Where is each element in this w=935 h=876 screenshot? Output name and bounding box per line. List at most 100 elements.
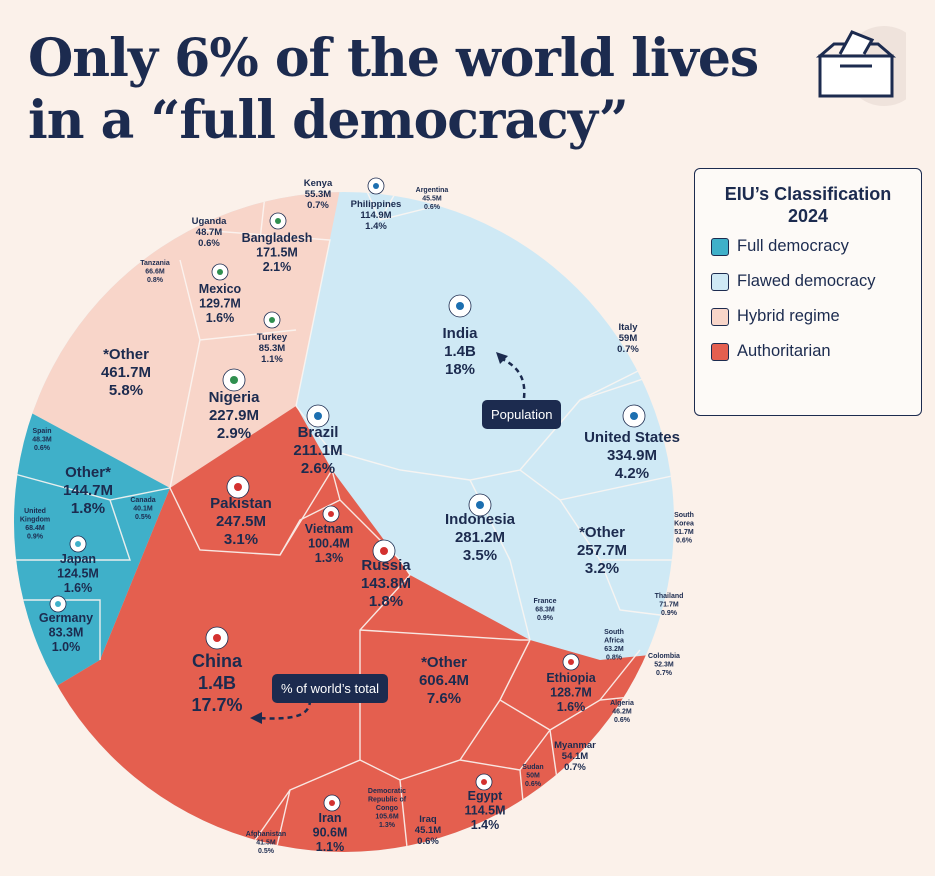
share-value: 0.6% [525,781,542,788]
share-value: 0.6% [34,445,51,452]
country-name: Iran [319,811,342,825]
country-name: Brazil [298,424,339,441]
flag-emblem [568,659,574,665]
legend-item-hybrid-regime: Hybrid regime [711,307,921,326]
population-value: 211.1M [293,442,342,459]
population-value: 68.3M [535,607,555,614]
population-value: 247.5M [216,513,266,530]
share-value: 5.8% [109,382,143,399]
country-name: Nigeria [209,389,261,406]
country-name: Spain [32,428,51,435]
share-value: 0.7% [617,344,639,355]
country-name: France [534,598,557,605]
population-value: 90.6M [313,826,348,840]
population-value: 124.5M [57,567,99,581]
country-name: United [24,508,46,515]
flag-emblem [230,376,238,384]
share-value: 2.6% [301,460,335,477]
country-name: Korea [674,521,694,528]
title-line-1: Only 6% of the world lives [28,28,759,89]
population-value: 59M [619,333,638,344]
share-value: 0.6% [614,717,631,724]
population-value: 85.3M [259,343,285,354]
country-name: Kingdom [20,517,50,524]
legend-item-authoritarian: Authoritarian [711,342,921,361]
flag-emblem [75,541,81,547]
country-name: Bangladesh [242,231,313,245]
share-value: 0.9% [537,615,554,622]
label-authoritarian-algeria: Algeria 46.2M0.6% [610,700,634,724]
flag-emblem [269,317,275,323]
share-value: 0.6% [424,204,441,211]
population-value: 227.9M [209,407,259,424]
flag-emblem [314,412,322,420]
population-arrowhead [496,352,508,364]
country-name: Kenya [304,178,333,189]
population-value: 83.3M [49,626,84,640]
share-value: 1.8% [71,500,105,517]
label-hybrid-regime-tanzania: Tanzania 66.6M0.8% [140,260,170,284]
legend-label: Authoritarian [737,342,831,360]
region-full-democracy [14,396,170,720]
share-value: 0.9% [27,534,44,541]
population-callout: Population [482,400,562,429]
country-name: Republic of [368,797,407,804]
country-name: Other* [65,464,111,481]
country-name: South [604,629,624,636]
country-name: Italy [618,322,638,333]
country-name: Japan [60,552,96,566]
share-arrow [257,699,312,720]
share-value: 1.3% [315,551,344,565]
label-authoritarian-afghanistan: Afghanistan 41.5M0.5% [246,831,286,855]
country-name: Germany [39,611,93,625]
population-value: 52.3M [654,662,674,669]
flag-emblem [55,601,61,607]
population-value: 48.7M [196,227,222,238]
population-value: 71.7M [659,602,679,609]
legend-item-flawed-democracy: Flawed democracy [711,272,921,291]
label-flawed-democracy-argentina: Argentina 45.5M0.6% [416,187,449,211]
legend-swatch [711,342,729,361]
legend: EIU’s Classification 2024 Full democracy … [694,168,922,416]
share-value: 0.8% [606,655,623,662]
population-value: 334.9M [607,447,657,464]
population-value: 40.1M [133,506,153,513]
legend-label: Hybrid regime [737,307,840,325]
share-value: 2.9% [217,425,251,442]
flag-emblem [275,218,281,224]
country-name: *Other [421,654,467,671]
share-callout: % of world’s total [272,674,389,703]
population-value: 45.1M [415,825,441,836]
share-value: 1.6% [206,311,235,325]
population-value: 63.2M [604,646,624,653]
share-value: 0.8% [147,277,164,284]
country-name: Uganda [192,216,228,227]
country-name: Argentina [416,187,449,194]
flag-emblem [476,501,484,509]
population-value: 100.4M [308,537,350,551]
label-flawed-democracy-thailand: Thailand 71.7M0.9% [655,593,684,617]
population-value: 143.8M [361,575,411,592]
title-line-2: in a “full democracy” [28,90,629,151]
share-value: 1.1% [316,840,345,854]
country-name: *Other [579,524,625,541]
share-value: 1.8% [369,593,403,610]
country-name: Colombia [648,653,680,660]
population-value: 257.7M [577,542,627,559]
